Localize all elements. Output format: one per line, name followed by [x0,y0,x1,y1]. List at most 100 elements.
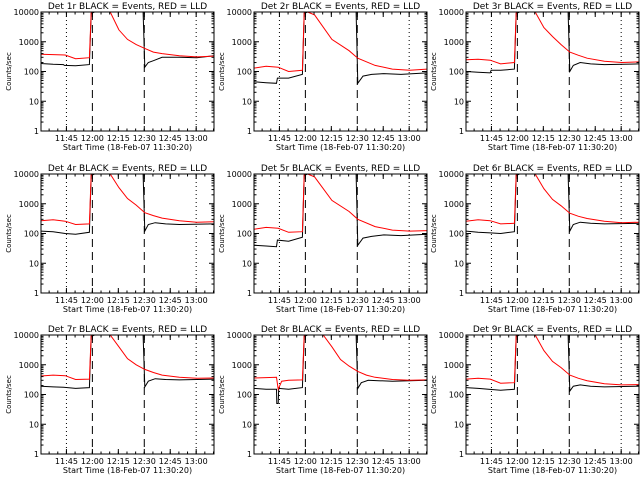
x-tick-label: 13:00 [398,457,421,466]
panel-title: Det 2r BLACK = Events, RED = LLD [261,2,420,12]
y-tick-label: 100 [449,68,464,77]
y-tick-label: 1000 [444,361,464,370]
x-tick-label: 12:45 [159,296,182,305]
detector-panel-5: Det 5r BLACK = Events, RED = LLD 1 10 100 10… [218,164,428,314]
y-tick-label: 1000 [232,200,252,209]
y-tick-label: 100 [237,230,252,239]
detector-panel-9: Det 9r BLACK = Events, RED = LLD 1 10 100 10… [430,325,640,475]
x-tick-label: 12:15 [107,457,130,466]
x-tick-label: 12:00 [506,457,529,466]
x-tick-label: 11:45 [55,457,78,466]
y-tick-label: 1000 [19,38,39,47]
x-tick-label: 12:30 [558,134,581,143]
y-tick-label: 100 [449,391,464,400]
y-tick-label: 10 [29,259,39,268]
y-tick-label: 1 [34,289,39,298]
x-tick-label: 12:15 [107,296,130,305]
y-tick-label: 10 [242,259,252,268]
x-tick-label: 12:30 [558,457,581,466]
y-tick-label: 1000 [19,361,39,370]
y-axis-label: Counts/sec [430,375,438,414]
y-tick-label: 1 [34,127,39,136]
y-tick-label: 1 [247,289,252,298]
y-tick-label: 10 [454,259,464,268]
plot-frame [465,11,640,132]
y-tick-label: 100 [24,391,39,400]
panel-title: Det 5r BLACK = Events, RED = LLD [261,164,420,174]
events-series-line [466,12,639,74]
y-tick-label: 1 [459,289,464,298]
x-tick-label: 12:00 [81,457,104,466]
panel-title: Det 8r BLACK = Events, RED = LLD [261,325,420,335]
lld-series-line [41,335,214,381]
x-tick-label: 11:45 [268,134,291,143]
x-tick-label: 11:45 [268,457,291,466]
y-tick-label: 100 [24,230,39,239]
y-tick-label: 1000 [444,200,464,209]
y-tick-label: 1000 [232,38,252,47]
x-tick-label: 11:45 [55,134,78,143]
y-tick-label: 1 [247,127,252,136]
lld-series-line [466,12,639,65]
lld-series-line [254,335,427,392]
detector-panel-1: Det 1r BLACK = Events, RED = LLD 1 10 100 10… [5,2,215,152]
plot-frame [253,11,428,132]
detector-panel-2: Det 2r BLACK = Events, RED = LLD 1 10 100 10… [218,2,428,152]
lld-series-line [466,335,639,386]
y-tick-label: 10000 [14,170,39,179]
panel-title: Det 6r BLACK = Events, RED = LLD [473,164,632,174]
y-axis-label: Counts/sec [5,52,13,91]
y-axis-label: Counts/sec [430,214,438,253]
y-axis-label: Counts/sec [430,52,438,91]
y-tick-label: 100 [237,68,252,77]
y-tick-label: 10 [242,420,252,429]
events-series-line [41,12,214,69]
y-tick-label: 10 [29,420,39,429]
x-tick-label: 12:15 [320,134,343,143]
plot-frame [253,173,428,294]
x-tick-label: 12:30 [346,457,369,466]
events-series-line [254,174,427,248]
x-tick-label: 12:30 [133,296,156,305]
x-tick-label: 12:15 [532,296,555,305]
plot-frame [253,334,428,455]
x-tick-label: 12:45 [584,134,607,143]
panel-title: Det 9r BLACK = Events, RED = LLD [473,325,632,335]
panel-title: Det 3r BLACK = Events, RED = LLD [473,2,632,12]
x-tick-label: 13:00 [185,457,208,466]
x-tick-label: 12:00 [294,134,317,143]
x-tick-label: 12:15 [532,457,555,466]
x-tick-label: 12:00 [506,296,529,305]
detector-panel-3: Det 3r BLACK = Events, RED = LLD 1 10 100 10… [430,2,640,152]
x-tick-label: 11:45 [480,457,503,466]
x-tick-label: 12:30 [346,134,369,143]
lld-series-line [254,174,427,233]
x-axis-label: Start Time (18-Feb-07 11:30:20) [276,143,405,152]
x-tick-label: 12:15 [320,296,343,305]
x-tick-label: 11:45 [268,296,291,305]
y-axis-label: Counts/sec [218,375,226,414]
detector-panel-4: Det 4r BLACK = Events, RED = LLD 1 10 100 10… [5,164,215,314]
x-tick-label: 13:00 [610,457,633,466]
y-tick-label: 10000 [439,170,464,179]
y-tick-label: 10 [29,97,39,106]
events-series-line [41,174,214,235]
x-tick-label: 12:00 [81,134,104,143]
plot-frame [40,334,215,455]
lld-series-line [466,174,639,225]
plot-frame [465,334,640,455]
y-tick-label: 1000 [19,200,39,209]
x-axis-label: Start Time (18-Feb-07 11:30:20) [488,305,617,314]
x-axis-label: Start Time (18-Feb-07 11:30:20) [276,305,405,314]
y-tick-label: 1 [247,450,252,459]
x-tick-label: 13:00 [398,134,421,143]
x-tick-label: 11:45 [480,296,503,305]
x-tick-label: 12:30 [558,296,581,305]
y-axis-label: Counts/sec [5,214,13,253]
y-tick-label: 10000 [439,331,464,340]
y-tick-label: 1000 [232,361,252,370]
y-axis-label: Counts/sec [218,52,226,91]
x-tick-label: 13:00 [185,296,208,305]
x-tick-label: 12:15 [320,457,343,466]
y-axis-label: Counts/sec [218,214,226,253]
